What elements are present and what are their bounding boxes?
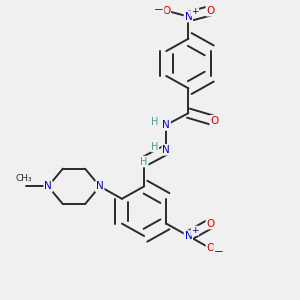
Text: N: N (162, 145, 170, 155)
Text: H: H (151, 142, 159, 152)
Text: +: + (191, 226, 199, 235)
Text: −: − (214, 245, 224, 258)
Text: N: N (184, 12, 192, 22)
Text: N: N (44, 182, 52, 191)
Text: +: + (191, 7, 199, 16)
Text: CH₃: CH₃ (15, 174, 32, 183)
Text: O: O (206, 243, 215, 254)
Text: N: N (162, 120, 170, 130)
Text: N: N (184, 231, 192, 241)
Text: O: O (206, 6, 215, 16)
Text: H: H (140, 157, 148, 166)
Text: O: O (206, 219, 215, 229)
Text: H: H (151, 117, 159, 127)
Text: −: − (154, 3, 164, 16)
Text: O: O (162, 6, 170, 16)
Text: N: N (96, 182, 104, 191)
Text: O: O (210, 116, 218, 126)
